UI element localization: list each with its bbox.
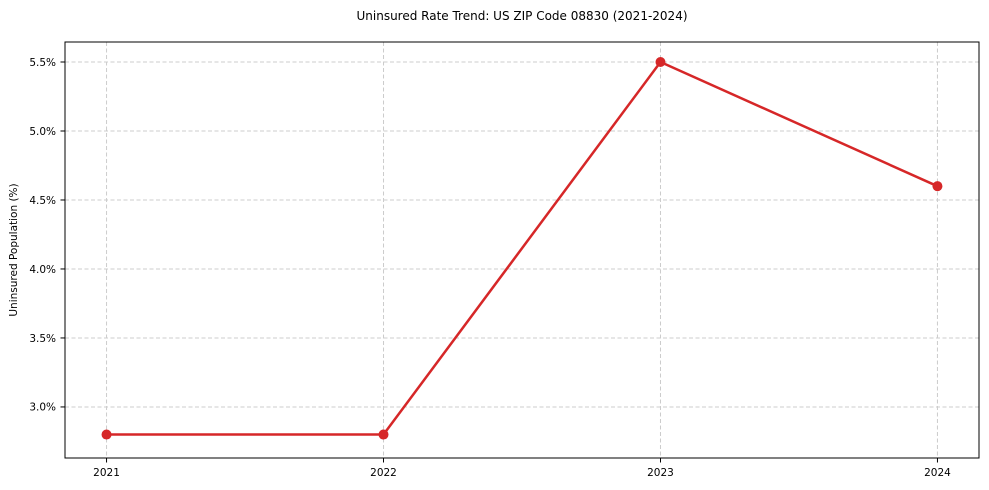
x-tick-label: 2022 <box>370 467 397 479</box>
y-tick-label: 4.0% <box>29 264 56 276</box>
y-tick-label: 3.0% <box>29 402 56 414</box>
data-point <box>655 57 666 68</box>
x-tick-label: 2021 <box>93 467 120 479</box>
data-point <box>378 429 389 440</box>
x-tick-label: 2023 <box>647 467 674 479</box>
plot-border <box>64 41 980 459</box>
chart-title: Uninsured Rate Trend: US ZIP Code 08830 … <box>356 9 688 23</box>
data-point <box>932 181 943 192</box>
x-tick-label: 2024 <box>924 467 951 479</box>
y-tick-label: 5.0% <box>29 126 56 138</box>
y-tick-label: 5.5% <box>29 57 56 69</box>
trend-line <box>105 60 939 436</box>
y-tick-label: 3.5% <box>29 333 56 345</box>
data-point <box>101 429 112 440</box>
y-tick-label: 4.5% <box>29 195 56 207</box>
